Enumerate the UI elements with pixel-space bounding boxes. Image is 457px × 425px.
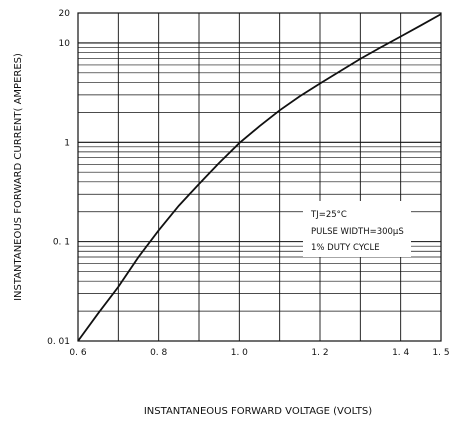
- y-tick-labels: 0. 01 0. 1 1 10 20: [47, 9, 70, 347]
- annotation-duty-cycle: 1% DUTY CYCLE: [311, 243, 380, 253]
- plot-frame: [77, 12, 442, 342]
- x-axis-label: INSTANTANEOUS FORWARD VOLTAGE (VOLTS): [144, 406, 372, 417]
- x-tick-labels: 0. 6 0. 8 1. 0 1. 2 1. 4 1. 5: [69, 348, 449, 358]
- x-tick-label: 1. 2: [311, 348, 328, 358]
- series-line: [77, 13, 442, 342]
- y-tick-label: 10: [59, 39, 71, 49]
- annotation-box: [303, 201, 411, 257]
- grid-lines: [77, 12, 442, 342]
- y-tick-label: 1: [64, 138, 70, 148]
- x-tick-label: 1. 5: [432, 348, 449, 358]
- x-tick-label: 0. 6: [69, 348, 86, 358]
- x-tick-label: 1. 0: [231, 348, 248, 358]
- y-axis-label: INSTANTANEOUS FORWARD CURRENT( AMPERES): [13, 53, 24, 301]
- y-tick-label: 20: [59, 9, 71, 19]
- annotation-pulse-width: PULSE WIDTH=300µS: [311, 227, 404, 237]
- y-tick-label: 0. 01: [47, 337, 70, 347]
- annotation-tj: TJ=25°C: [310, 210, 347, 220]
- x-tick-label: 0. 8: [150, 348, 167, 358]
- x-tick-label: 1. 4: [392, 348, 409, 358]
- y-tick-label: 0. 1: [53, 238, 70, 248]
